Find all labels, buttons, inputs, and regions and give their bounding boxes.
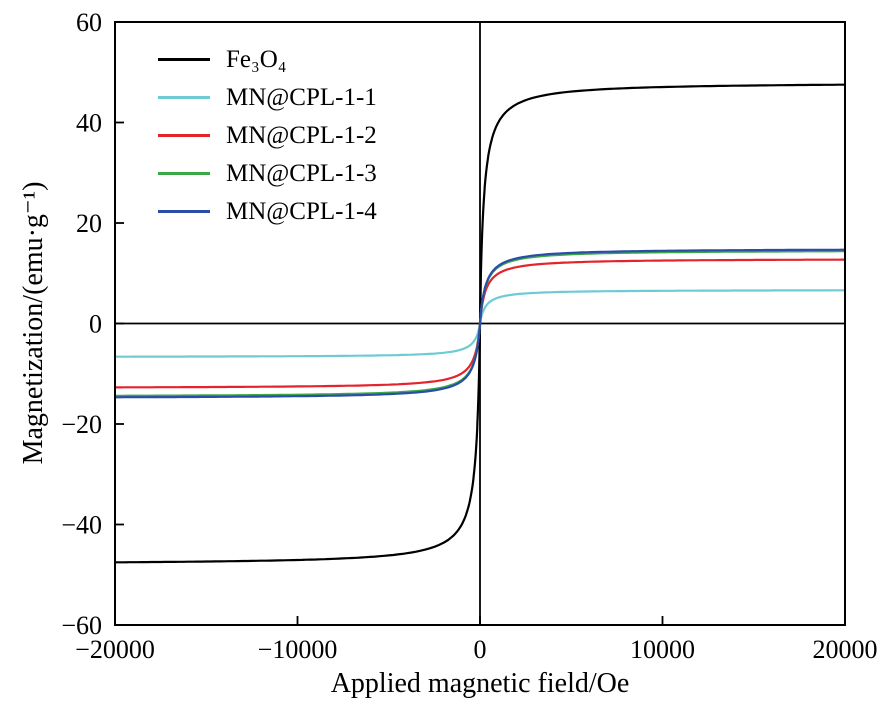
x-tick-label: −10000	[258, 635, 338, 664]
axis-ticks	[114, 21, 846, 626]
legend-item-mn-cpl-1-2: MN@CPL-1-2	[158, 116, 377, 154]
x-axis-label: Applied magnetic field/Oe	[330, 668, 630, 699]
legend-item-mn-cpl-1-3: MN@CPL-1-3	[158, 154, 377, 192]
y-tick-label: 20	[76, 209, 102, 238]
y-tick-label: 60	[76, 8, 102, 37]
legend-line-swatch	[158, 133, 210, 137]
legend-label: MN@CPL-1-4	[226, 197, 377, 225]
legend-line-swatch	[158, 171, 210, 175]
y-tick-label: 0	[89, 310, 102, 339]
y-tick-label: −20	[61, 410, 102, 439]
y-axis-label: Magnetization/(emu·g⁻¹)	[18, 181, 49, 465]
legend-label: Fe₃O₄	[226, 45, 287, 73]
legend-item-mn-cpl-1-1: MN@CPL-1-1	[158, 78, 377, 116]
legend-item-mn-cpl-1-4: MN@CPL-1-4	[158, 192, 377, 230]
x-tick-label: 10000	[630, 635, 695, 664]
legend-label: MN@CPL-1-1	[226, 83, 377, 111]
curves	[113, 83, 847, 564]
x-tick-label: −20000	[75, 635, 155, 664]
curve-mn-cpl-1-4	[113, 248, 847, 399]
legend: Fe₃O₄ MN@CPL-1-1 MN@CPL-1-2 MN@CPL-1-3 MN@CP…	[158, 40, 377, 230]
x-tick-label: 20000	[813, 635, 878, 664]
x-tick-label: 0	[474, 635, 487, 664]
legend-item-fe3o4: Fe₃O₄	[158, 40, 377, 78]
legend-label: MN@CPL-1-3	[226, 159, 377, 187]
y-tick-label: 40	[76, 109, 102, 138]
y-tick-labels: −60 −40 −20 0 20 40 60	[61, 8, 102, 640]
y-tick-label: −60	[61, 611, 102, 640]
legend-line-swatch	[158, 95, 210, 99]
legend-line-swatch	[158, 209, 210, 213]
y-tick-label: −40	[61, 511, 102, 540]
legend-label: MN@CPL-1-2	[226, 121, 377, 149]
curve-fe3o4	[113, 83, 847, 564]
legend-line-swatch	[158, 57, 210, 61]
x-tick-labels: −20000 −10000 0 10000 20000	[75, 635, 877, 664]
